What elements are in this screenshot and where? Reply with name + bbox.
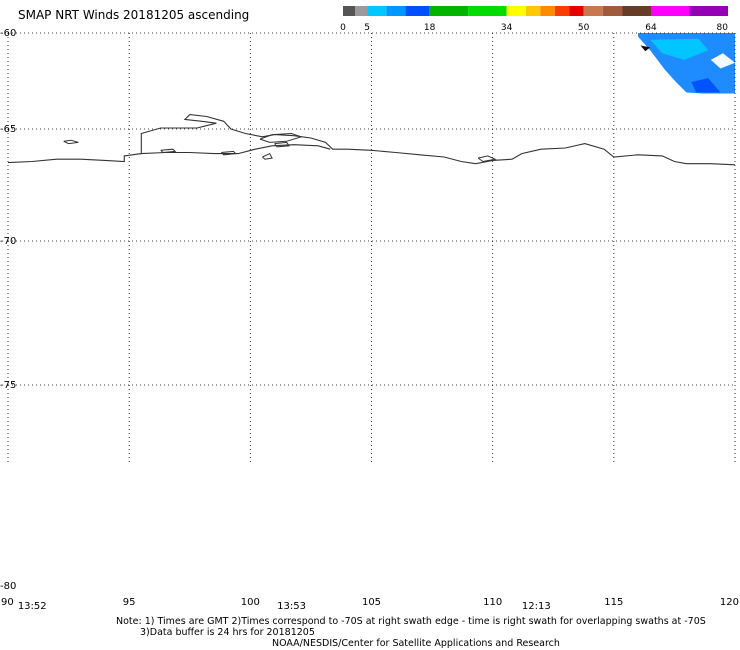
island-outline [259,132,303,143]
swath-time-label: 12:13 [522,601,551,612]
lat-tick-label: -70 [0,236,16,247]
island-outline [220,150,237,156]
ice-shelf-edge [141,144,331,155]
colorbar-segment [367,6,387,16]
colorbar-segment [651,6,690,16]
colorbar-tick-label: 64 [645,23,657,33]
colorbar-segment [525,6,541,16]
lat-tick-label: -65 [0,124,16,135]
credit-line: NOAA/NESDIS/Center for Satellite Applica… [272,638,560,649]
lat-tick-label: -75 [0,380,16,391]
axis-labels: -60 -65 -70 -75 -80 90 95 100 105 110 115 120 13:52 1… [0,28,739,612]
lon-tick-label: 110 [483,597,502,608]
swath-patch [691,78,721,93]
lon-tick-label: 90 [1,597,14,608]
graticule [7,32,736,465]
wind-swath [638,33,735,94]
colorbar-segment [602,6,623,16]
colorbar-segment [540,6,555,16]
colorbar-tick-label: 50 [578,23,590,33]
colorbar-segment [343,6,356,16]
swath-time-label: 13:53 [277,601,306,612]
lon-tick-label: 100 [241,597,260,608]
colorbar-tick-label: 34 [501,23,513,33]
island-outline [477,155,497,163]
lon-tick-label: 115 [604,597,623,608]
lon-tick-label: 105 [362,597,381,608]
colorbar-segment [554,6,570,16]
island-outline [262,152,273,160]
colorbar-tick-label: 5 [364,23,370,33]
lat-tick-label: -80 [0,581,16,592]
colorbar-tick-label: 18 [424,23,436,33]
colorbar-segment [506,6,526,16]
swath-patch [650,38,709,60]
colorbar-segment [569,6,584,16]
note-line-1: Note: 1) Times are GMT 2)Times correspon… [116,616,706,627]
colorbar: 0 5 18 34 50 64 80 [340,6,728,33]
map-title: SMAP NRT Winds 20181205 ascending [18,8,250,22]
colorbar-segment [583,6,603,16]
antarctic-coastline [7,114,736,166]
colorbar-segment [429,6,469,16]
colorbar-segment [622,6,651,16]
coastline [7,114,736,166]
colorbar-segment [386,6,406,16]
island-outline [274,141,291,148]
colorbar-segment [468,6,507,16]
island-outline [160,148,177,154]
swath-patch [710,53,735,69]
lon-tick-label: 120 [720,597,739,608]
note-line-2: 3)Data buffer is 24 hrs for 20181205 [140,627,315,638]
colorbar-tick-label: 80 [717,23,729,33]
swath-patch [640,45,651,52]
island-outline [63,139,79,145]
lat-tick-label: -60 [0,28,16,39]
colorbar-tick-label: 0 [340,23,346,33]
colorbar-segment [405,6,430,16]
colorbar-segment [689,6,728,16]
colorbar-segment [355,6,368,16]
swath-time-label: 13:52 [18,601,47,612]
lon-tick-label: 95 [123,597,136,608]
